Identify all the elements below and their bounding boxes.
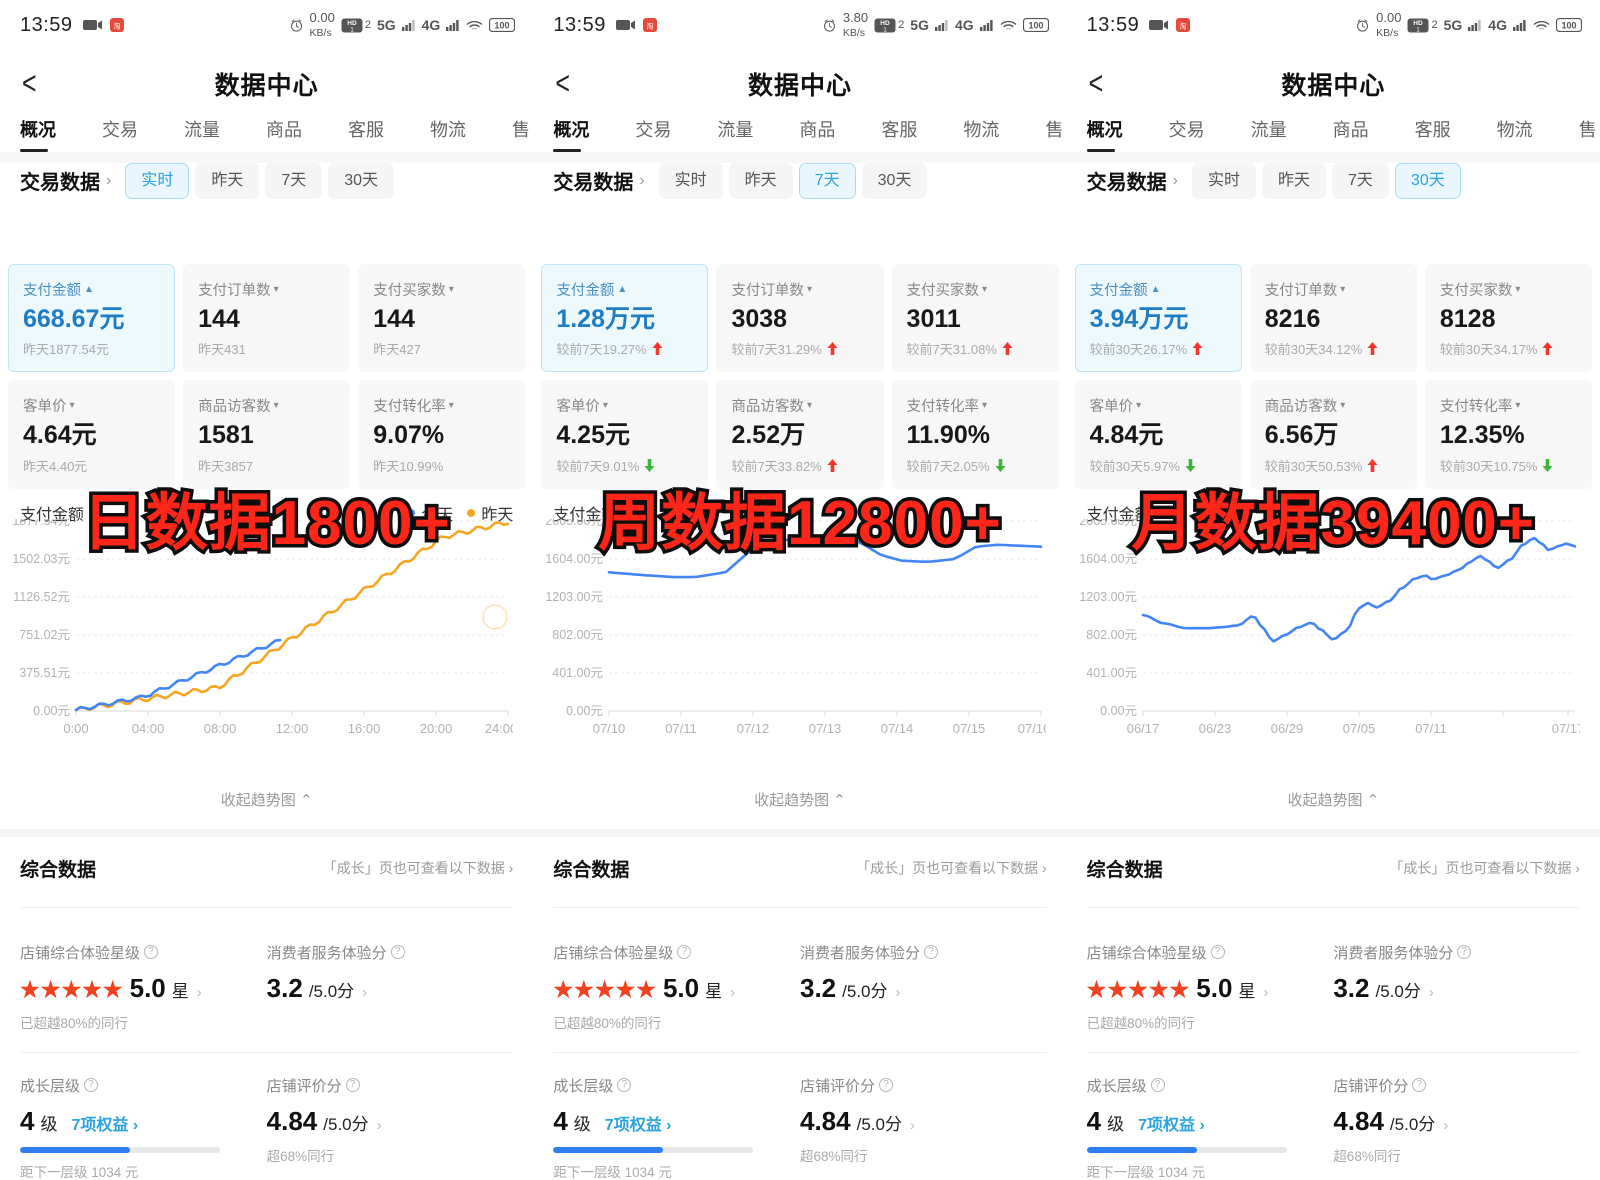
svg-text:06/23: 06/23 xyxy=(1198,721,1231,736)
svg-text:1126.52元: 1126.52元 xyxy=(13,590,70,604)
svg-text:12:00: 12:00 xyxy=(276,721,309,736)
svg-text:HD: HD xyxy=(347,20,357,27)
svg-text:0.00元: 0.00元 xyxy=(33,704,70,718)
svg-text:07/11: 07/11 xyxy=(666,721,698,736)
svg-text:375.51元: 375.51元 xyxy=(19,666,70,680)
svg-text:100: 100 xyxy=(495,21,510,31)
svg-text:淘: 淘 xyxy=(113,22,120,31)
svg-text:100: 100 xyxy=(1561,21,1576,31)
svg-text:08:00: 08:00 xyxy=(204,721,237,736)
svg-text:751.02元: 751.02元 xyxy=(19,628,70,642)
svg-text:07/11: 07/11 xyxy=(1415,721,1447,736)
svg-text:07/12: 07/12 xyxy=(737,721,770,736)
svg-text:07/15: 07/15 xyxy=(953,721,986,736)
svg-text:802.00元: 802.00元 xyxy=(1086,628,1137,642)
svg-text:07/14: 07/14 xyxy=(881,721,914,736)
svg-text:16:00: 16:00 xyxy=(348,721,381,736)
svg-text:淘: 淘 xyxy=(646,22,653,31)
svg-text:100: 100 xyxy=(1028,21,1043,31)
svg-text:07/16: 07/16 xyxy=(1018,721,1046,736)
svg-text:20:00: 20:00 xyxy=(420,721,453,736)
svg-text:07/17: 07/17 xyxy=(1551,721,1579,736)
svg-text:0:00: 0:00 xyxy=(63,721,88,736)
svg-text:HD: HD xyxy=(880,20,890,27)
svg-text:07/10: 07/10 xyxy=(593,721,626,736)
svg-text:06/29: 06/29 xyxy=(1270,721,1303,736)
svg-text:07/05: 07/05 xyxy=(1342,721,1375,736)
svg-text:24:00: 24:00 xyxy=(485,721,513,736)
svg-text:1203.00元: 1203.00元 xyxy=(546,590,604,604)
svg-text:07/13: 07/13 xyxy=(809,721,842,736)
svg-text:401.00元: 401.00元 xyxy=(553,666,604,680)
svg-text:802.00元: 802.00元 xyxy=(553,628,604,642)
svg-text:淘: 淘 xyxy=(1180,22,1187,31)
svg-text:06/17: 06/17 xyxy=(1126,721,1159,736)
svg-text:1203.00元: 1203.00元 xyxy=(1079,590,1137,604)
svg-text:04:00: 04:00 xyxy=(132,721,165,736)
svg-text:0.00元: 0.00元 xyxy=(1100,704,1137,718)
svg-text:401.00元: 401.00元 xyxy=(1086,666,1137,680)
svg-text:0.00元: 0.00元 xyxy=(566,704,603,718)
svg-text:HD: HD xyxy=(1414,20,1424,27)
